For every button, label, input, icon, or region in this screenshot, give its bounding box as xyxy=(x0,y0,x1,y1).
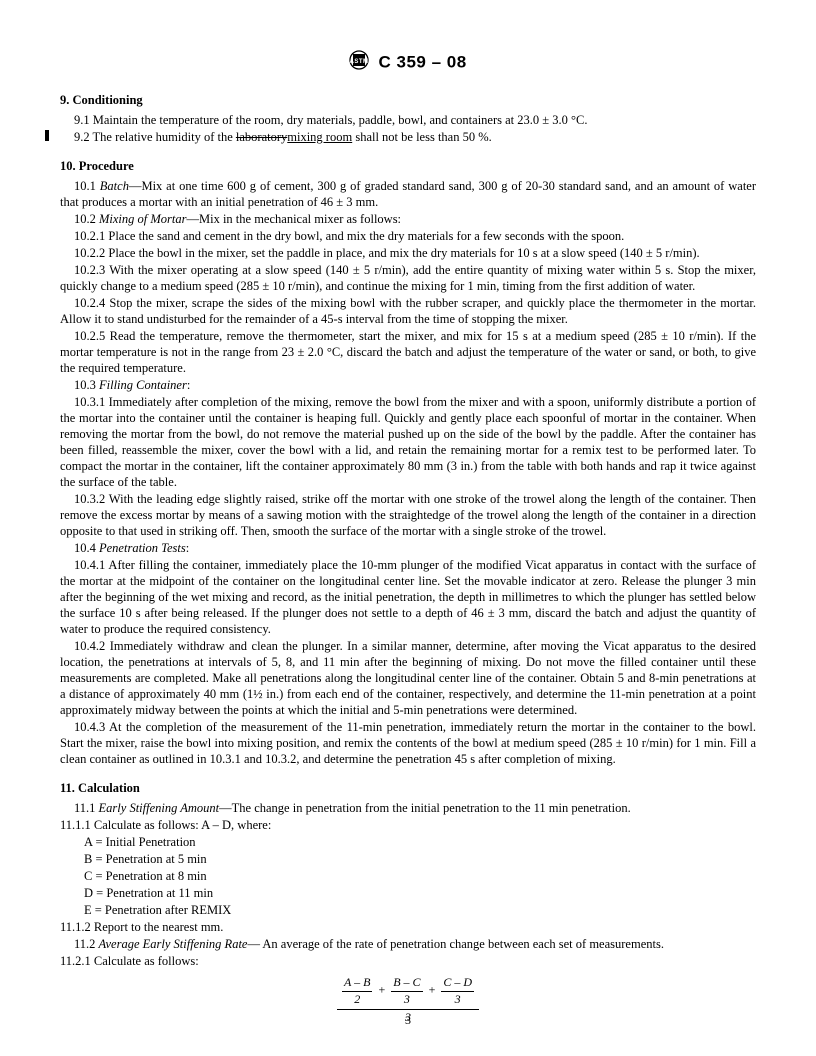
page-number: 3 xyxy=(0,1013,816,1028)
para-11-2: 11.2 Average Early Stiffening Rate— An a… xyxy=(60,936,756,952)
para-10-4-3: 10.4.3 At the completion of the measurem… xyxy=(60,719,756,767)
para-10-4-1: 10.4.1 After filling the container, imme… xyxy=(60,557,756,637)
svg-text:ASTM: ASTM xyxy=(350,59,369,65)
para-10-3-2: 10.3.2 With the leading edge slightly ra… xyxy=(60,491,756,539)
astm-logo: ASTM xyxy=(349,50,369,76)
var-C: C = Penetration at 8 min xyxy=(60,868,756,884)
designation: C 359 – 08 xyxy=(379,52,467,71)
para-11-2-1: 11.2.1 Calculate as follows: xyxy=(60,953,756,969)
para-9-2: 9.2 The relative humidity of the laborat… xyxy=(60,129,756,145)
change-bar xyxy=(45,130,49,141)
para-10-4: 10.4 Penetration Tests: xyxy=(60,540,756,556)
para-9-1: 9.1 Maintain the temperature of the room… xyxy=(60,112,756,128)
para-11-1-1: 11.1.1 Calculate as follows: A – D, wher… xyxy=(60,817,756,833)
para-10-1: 10.1 Batch—Mix at one time 600 g of ceme… xyxy=(60,178,756,210)
para-10-2-1: 10.2.1 Place the sand and cement in the … xyxy=(60,228,756,244)
para-10-3-1: 10.3.1 Immediately after completion of t… xyxy=(60,394,756,490)
para-10-2-2: 10.2.2 Place the bowl in the mixer, set … xyxy=(60,245,756,261)
para-10-2-4: 10.2.4 Stop the mixer, scrape the sides … xyxy=(60,295,756,327)
document-header: ASTM C 359 – 08 xyxy=(60,50,756,76)
var-D: D = Penetration at 11 min xyxy=(60,885,756,901)
section-9-title: 9. Conditioning xyxy=(60,92,756,108)
para-10-4-2: 10.4.2 Immediately withdraw and clean th… xyxy=(60,638,756,718)
var-A: A = Initial Penetration xyxy=(60,834,756,850)
para-10-2-5: 10.2.5 Read the temperature, remove the … xyxy=(60,328,756,376)
var-B: B = Penetration at 5 min xyxy=(60,851,756,867)
para-10-2: 10.2 Mixing of Mortar—Mix in the mechani… xyxy=(60,211,756,227)
section-11-title: 11. Calculation xyxy=(60,780,756,796)
var-E: E = Penetration after REMIX xyxy=(60,902,756,918)
section-10-title: 10. Procedure xyxy=(60,158,756,174)
para-10-2-3: 10.2.3 With the mixer operating at a slo… xyxy=(60,262,756,294)
para-11-1: 11.1 Early Stiffening Amount—The change … xyxy=(60,800,756,816)
para-11-1-2: 11.1.2 Report to the nearest mm. xyxy=(60,919,756,935)
para-10-3: 10.3 Filling Container: xyxy=(60,377,756,393)
